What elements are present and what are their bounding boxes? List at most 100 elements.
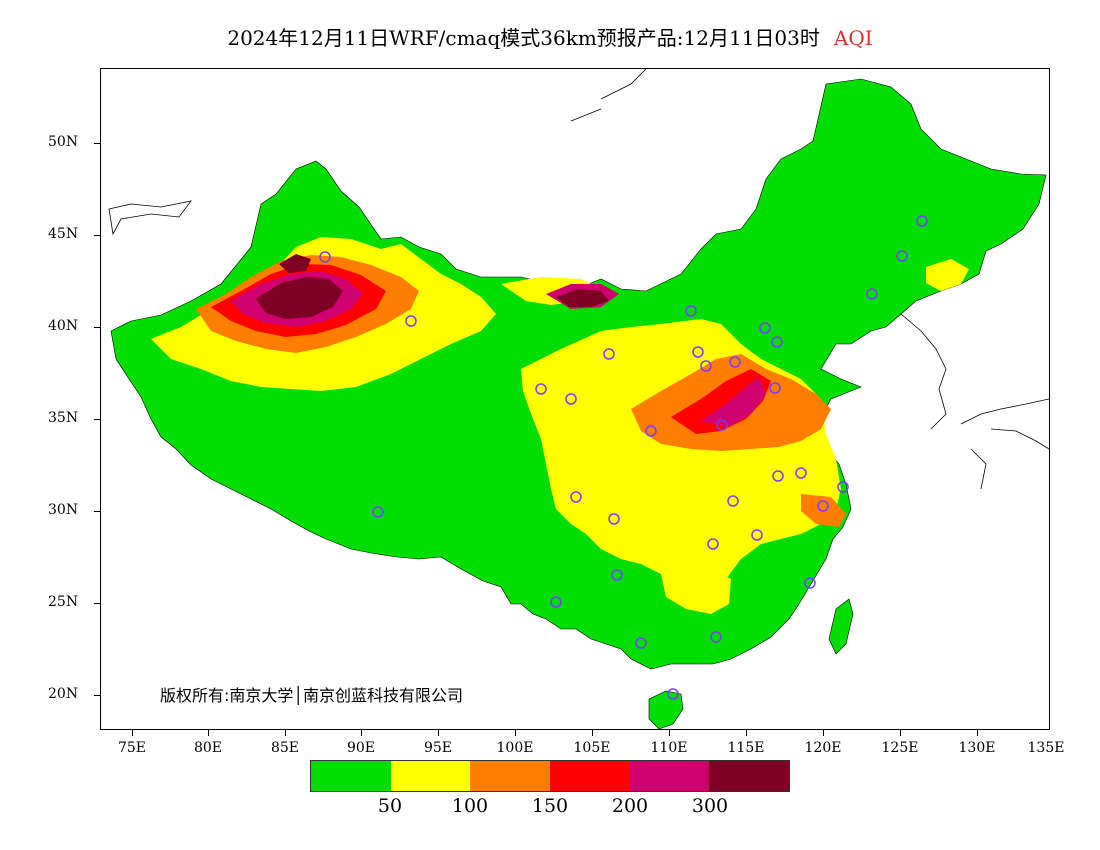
lat-label-20n: 20N: [48, 686, 79, 702]
station-marker[interactable]: [837, 481, 849, 493]
lon-label-135e: 135E: [1027, 740, 1065, 756]
zone-hazardous-tianshan: [279, 254, 311, 273]
lon-label-110e: 110E: [650, 740, 688, 756]
station-marker[interactable]: [771, 336, 783, 348]
station-marker[interactable]: [707, 538, 719, 550]
station-marker[interactable]: [372, 506, 384, 518]
lat-label-45n: 45N: [48, 226, 79, 242]
station-marker[interactable]: [769, 382, 781, 394]
station-marker[interactable]: [795, 467, 807, 479]
station-marker[interactable]: [772, 470, 784, 482]
lon-label-80e: 80E: [193, 740, 223, 756]
lat-label-35n: 35N: [48, 410, 79, 426]
lat-tick: [94, 143, 100, 144]
lon-tick: [438, 730, 439, 736]
legend-swatch-moderate: [390, 761, 471, 791]
legend-swatch-usg: [470, 761, 551, 791]
station-marker[interactable]: [700, 360, 712, 372]
legend-swatch-unhealthy: [550, 761, 630, 791]
lat-tick: [94, 695, 100, 696]
station-marker[interactable]: [685, 305, 697, 317]
title-product: AQI: [833, 26, 873, 50]
lat-tick: [94, 419, 100, 420]
lat-tick: [94, 327, 100, 328]
lon-label-100e: 100E: [496, 740, 534, 756]
station-marker[interactable]: [635, 637, 647, 649]
legend-swatch-hazardous: [709, 761, 790, 791]
kazakh-lake-coastline: [108, 200, 192, 236]
station-marker[interactable]: [608, 513, 620, 525]
lon-tick: [592, 730, 593, 736]
station-marker[interactable]: [550, 596, 562, 608]
station-marker[interactable]: [866, 288, 878, 300]
station-marker[interactable]: [565, 393, 577, 405]
legend-swatch-very-unhealthy: [629, 761, 710, 791]
station-marker[interactable]: [319, 251, 331, 263]
lat-tick: [94, 603, 100, 604]
aqi-map[interactable]: [100, 68, 1050, 730]
copyright-text: 版权所有:南京大学│南京创蓝科技有限公司: [160, 686, 464, 705]
title-text: 2024年12月11日WRF/cmaq模式36km预报产品:12月11日03时: [227, 26, 820, 50]
sakhalin-coastline: [570, 69, 647, 122]
lat-tick: [94, 235, 100, 236]
taiwan-island: [828, 598, 854, 655]
legend-label-300: 300: [691, 795, 729, 817]
korea-japan-coastline: [900, 313, 1049, 490]
zone-unhealthy-central: [671, 369, 771, 434]
station-marker[interactable]: [570, 491, 582, 503]
lon-tick: [746, 730, 747, 736]
lon-label-95e: 95E: [423, 740, 453, 756]
map-title: 2024年12月11日WRF/cmaq模式36km预报产品:12月11日03时 A…: [0, 22, 1100, 51]
station-marker[interactable]: [645, 425, 657, 437]
legend-label-150: 150: [531, 795, 569, 817]
lon-tick: [977, 730, 978, 736]
station-markers: [319, 215, 928, 700]
lon-label-120e: 120E: [804, 740, 842, 756]
zone-moderate-northeast: [926, 259, 969, 291]
lat-label-50n: 50N: [48, 134, 79, 150]
station-marker[interactable]: [716, 419, 728, 431]
legend-label-200: 200: [611, 795, 649, 817]
station-marker[interactable]: [916, 215, 928, 227]
station-marker[interactable]: [727, 495, 739, 507]
lon-tick: [285, 730, 286, 736]
station-marker[interactable]: [603, 348, 615, 360]
aqi-legend: [310, 760, 790, 792]
lon-tick: [515, 730, 516, 736]
lon-label-125e: 125E: [881, 740, 919, 756]
lat-label-25n: 25N: [48, 594, 79, 610]
lat-tick: [94, 511, 100, 512]
zone-hazardous-xinjiang: [256, 277, 343, 319]
zone-moderate-south: [661, 564, 731, 614]
station-marker[interactable]: [751, 529, 763, 541]
aqi-map-svg: [108, 69, 1049, 729]
lon-tick: [900, 730, 901, 736]
station-marker[interactable]: [759, 322, 771, 334]
lon-label-130e: 130E: [958, 740, 996, 756]
zone-hazardous-mongolia: [556, 289, 609, 307]
lon-label-85e: 85E: [270, 740, 300, 756]
lon-tick: [669, 730, 670, 736]
station-marker[interactable]: [535, 383, 547, 395]
station-marker[interactable]: [710, 631, 722, 643]
zone-very-unhealthy-central: [701, 377, 766, 427]
station-marker[interactable]: [804, 577, 816, 589]
station-marker[interactable]: [729, 356, 741, 368]
station-marker[interactable]: [896, 250, 908, 262]
lon-label-105e: 105E: [573, 740, 611, 756]
legend-label-50: 50: [377, 795, 403, 817]
station-marker[interactable]: [817, 500, 829, 512]
legend-swatch-good: [311, 761, 391, 791]
lon-label-90e: 90E: [346, 740, 376, 756]
lon-tick: [208, 730, 209, 736]
station-marker[interactable]: [692, 346, 704, 358]
lon-label-115e: 115E: [727, 740, 765, 756]
lat-label-40n: 40N: [48, 318, 79, 334]
legend-label-100: 100: [451, 795, 489, 817]
station-marker[interactable]: [405, 315, 417, 327]
lon-tick: [823, 730, 824, 736]
lon-tick: [361, 730, 362, 736]
station-marker[interactable]: [667, 688, 679, 700]
lon-label-75e: 75E: [117, 740, 147, 756]
station-marker[interactable]: [611, 569, 623, 581]
